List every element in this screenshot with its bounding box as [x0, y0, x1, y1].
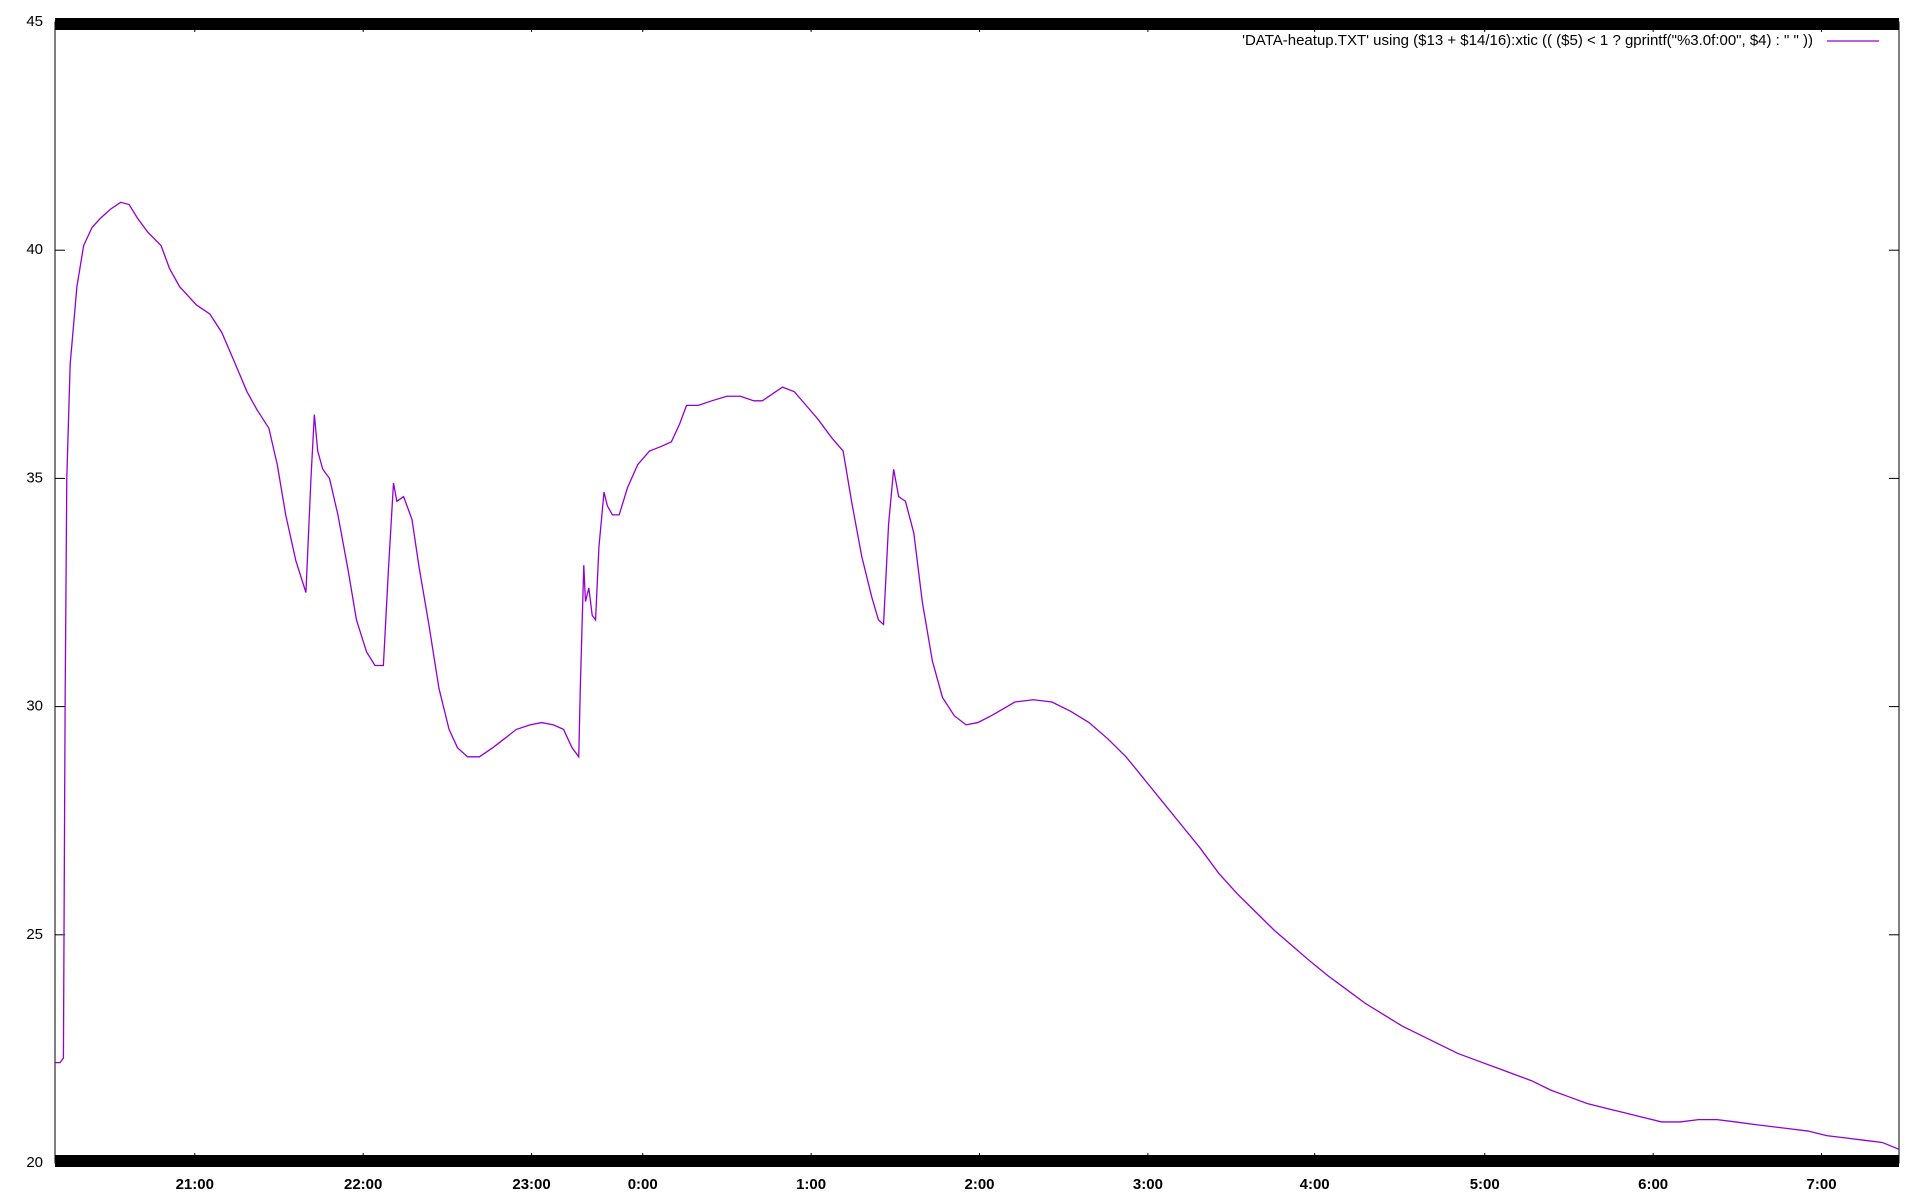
y-tick-label: 30 [26, 698, 43, 715]
bottom-border [55, 1155, 1899, 1167]
x-tick-label: 7:00 [1807, 1176, 1837, 1193]
x-tick-label: 6:00 [1638, 1176, 1668, 1193]
x-tick-label: 2:00 [965, 1176, 995, 1193]
x-tick-label: 23:00 [512, 1176, 550, 1193]
y-tick-label: 25 [26, 926, 43, 943]
x-tick-label: 1:00 [796, 1176, 826, 1193]
data-line [55, 201, 1900, 1150]
top-border [55, 18, 1899, 30]
y-tick-label: 40 [26, 241, 43, 258]
x-tick-label: 22:00 [344, 1176, 382, 1193]
x-tick-label: 3:00 [1133, 1176, 1163, 1193]
plot-frame [54, 21, 1900, 1164]
x-tick-label: 21:00 [176, 1176, 214, 1193]
x-tick-label: 0:00 [628, 1176, 658, 1193]
y-tick-label: 20 [26, 1154, 43, 1171]
y-tick-label: 35 [26, 469, 43, 486]
x-tick-label: 5:00 [1470, 1176, 1500, 1193]
legend-label: 'DATA-heatup.TXT' using ($13 + $14/16):x… [1242, 32, 1813, 49]
x-tick-label: 4:00 [1300, 1176, 1330, 1193]
y-tick-label: 45 [26, 13, 43, 30]
